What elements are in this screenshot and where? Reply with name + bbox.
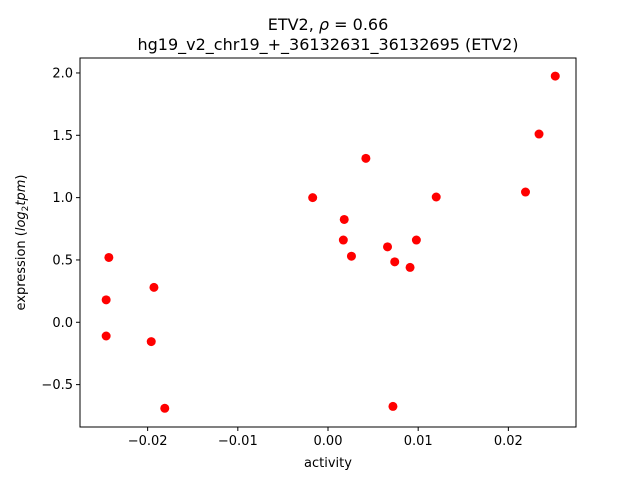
x-axis-label: activity [304,456,352,471]
data-point [405,262,415,272]
data-point [339,214,349,224]
y-tick-label: 0.5 [52,253,73,268]
y-tick-label: −0.5 [41,378,73,393]
data-point [160,403,170,413]
data-point [411,235,421,245]
data-point [101,295,111,305]
x-tick-label: 0.02 [494,434,523,449]
data-point [149,282,159,292]
rho-symbol: ρ [319,15,329,34]
data-point [346,251,356,261]
data-point [361,153,371,163]
data-point [338,235,348,245]
y-tick-label: 1.5 [52,129,73,144]
data-point [520,187,530,197]
x-tick-label: −0.02 [128,434,168,449]
y-tick-label: 2.0 [52,66,73,81]
y-axis-label: expression (log2tpm) [14,175,31,311]
data-point [534,129,544,139]
data-point [550,71,560,81]
data-point [383,242,393,252]
data-point [431,192,441,202]
data-point [388,401,398,411]
x-axis-ticks: −0.02 −0.01 0.00 0.01 0.02 [128,427,523,449]
data-point [101,331,111,341]
y-tick-label: 1.0 [52,191,73,206]
y-axis-ticks: −0.5 0.0 0.5 1.0 1.5 2.0 [41,66,80,393]
x-tick-label: 0.01 [404,434,433,449]
chart-title-line-1: ETV2, ρ = 0.66 [268,15,389,34]
y-tick-label: 0.0 [52,316,73,331]
chart-title-line-2: hg19_v2_chr19_+_36132631_36132695 (ETV2) [137,35,518,55]
data-point [146,337,156,347]
data-point [104,252,114,262]
data-points [101,71,560,413]
x-tick-label: 0.00 [314,434,343,449]
x-tick-label: −0.01 [218,434,258,449]
data-point [308,193,318,203]
data-point [390,257,400,267]
